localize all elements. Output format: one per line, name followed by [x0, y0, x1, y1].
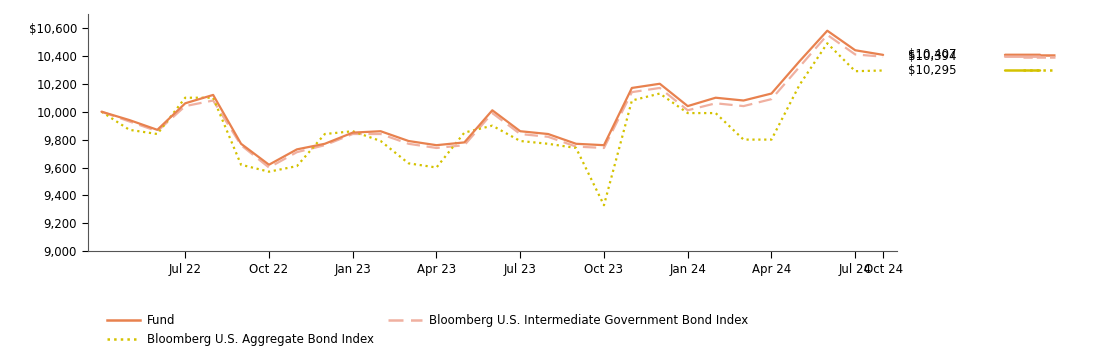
Legend: Fund, Bloomberg U.S. Aggregate Bond Index, Bloomberg U.S. Intermediate Governmen: Fund, Bloomberg U.S. Aggregate Bond Inde…	[103, 310, 753, 349]
Text: $10,394: $10,394	[908, 50, 956, 63]
Text: $10,295: $10,295	[908, 64, 956, 77]
Text: $10,407: $10,407	[908, 49, 956, 61]
